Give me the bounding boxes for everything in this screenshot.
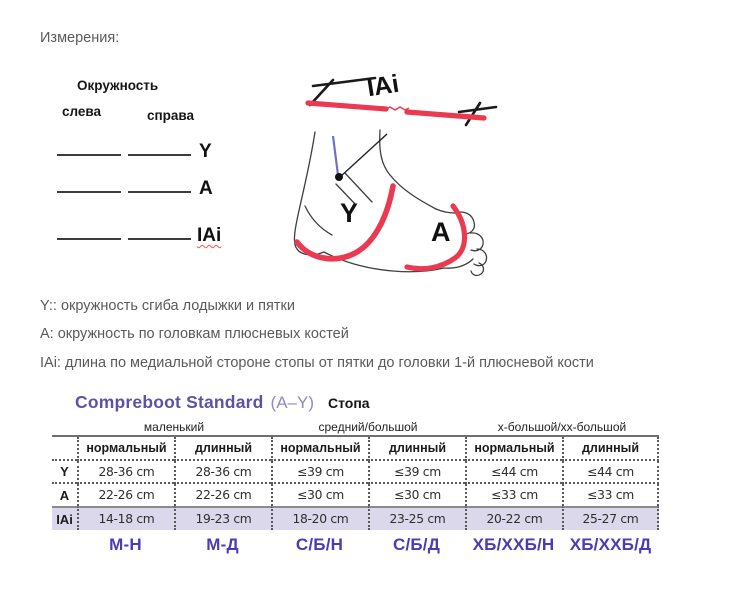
definition-iai: IAi: длина по медиальной стороне стопы о… — [40, 355, 594, 371]
ankle-pointer-line — [339, 133, 388, 178]
table-cell: 28-36 cm — [174, 461, 271, 484]
table-label-col — [52, 437, 77, 461]
ruler-label-iai: IAi — [365, 70, 401, 103]
product-name: Compreboot Standard — [75, 392, 264, 412]
row-label-y: Y — [52, 461, 77, 484]
blank-field — [128, 191, 191, 193]
table-cell: ≤33 cm — [562, 484, 659, 506]
group-header-medium-large: средний/большой — [271, 419, 465, 437]
definition-y: Y:: окружность сгиба лодыжки и пятки — [40, 298, 295, 314]
body-part-label: Стопа — [328, 395, 370, 411]
blank-field — [57, 154, 121, 156]
diagram-label-y: Y — [340, 198, 358, 228]
table-corner — [52, 419, 77, 437]
form-row-label-iai: IAi — [197, 225, 222, 246]
iai-ruler-line — [305, 100, 487, 121]
ankle-point-dot — [335, 173, 343, 181]
row-label-a: A — [59, 487, 70, 503]
foot-measurement-diagram: IAi Y A — [293, 70, 498, 277]
product-range: (A–Y) — [270, 393, 314, 412]
size-code: ХБ/ХХБ/Н — [472, 535, 555, 554]
table-cell: 19-23 cm — [174, 506, 271, 530]
table-cell: 28-36 cm — [77, 461, 174, 484]
table-cell: ≤39 cm — [271, 461, 368, 484]
blank-field — [128, 238, 191, 240]
size-code: М-Д — [206, 535, 239, 554]
blank-field — [57, 238, 121, 240]
size-table: маленький средний/большой х-большой/хх-б… — [52, 419, 659, 530]
y-measure-band — [294, 183, 396, 262]
page-title: Измерения: — [40, 30, 120, 46]
size-codes-row: М-Н М-Д С/Б/Н С/Б/Д ХБ/ХХБ/Н ХБ/ХХБ/Д — [77, 535, 659, 555]
form-col-left: слева — [62, 104, 102, 119]
diagram-label-a: A — [431, 217, 451, 247]
ruler-end-marks — [308, 76, 498, 127]
table-cell: ≤30 cm — [368, 484, 465, 506]
group-header-small: маленький — [77, 419, 271, 437]
size-code: С/Б/Н — [295, 535, 344, 554]
form-col-right: справа — [147, 108, 195, 123]
table-cell: 18-20 cm — [271, 506, 368, 530]
blank-field — [57, 191, 121, 193]
subheader: нормальный — [77, 437, 174, 461]
blank-field — [128, 154, 191, 156]
a-measure-band — [404, 203, 468, 272]
size-code: ХБ/ХХБ/Д — [569, 535, 652, 554]
subheader: нормальный — [465, 437, 562, 461]
form-row-label-y: Y — [199, 141, 212, 162]
subheader: нормальный — [271, 437, 368, 461]
table-cell: 23-25 cm — [368, 506, 465, 530]
subheader: длинный — [368, 437, 465, 461]
group-header-xlarge: х-большой/хх-большой — [465, 419, 659, 437]
table-cell: 25-27 cm — [562, 506, 659, 530]
size-table-title: Compreboot Standard (A–Y) Стопа — [75, 392, 370, 413]
size-code: М-Н — [109, 535, 142, 554]
size-code: С/Б/Д — [392, 535, 441, 554]
table-cell: 14-18 cm — [77, 506, 174, 530]
table-cell: ≤33 cm — [465, 484, 562, 506]
subheader: длинный — [174, 437, 271, 461]
foot-outline — [293, 129, 488, 277]
row-label-iai: IAi — [52, 506, 77, 530]
table-cell: ≤44 cm — [465, 461, 562, 484]
table-cell: ≤44 cm — [562, 461, 659, 484]
table-cell: 22-26 cm — [77, 484, 174, 506]
subheader: длинный — [562, 437, 659, 461]
form-row-label-a: A — [199, 178, 213, 199]
ankle-pointer-blue-line — [331, 135, 340, 176]
form-heading-circumference: Окружность — [77, 78, 159, 93]
table-cell: 22-26 cm — [174, 484, 271, 506]
table-cell: ≤39 cm — [368, 461, 465, 484]
definition-a: А: окружность по головкам плюсневых кост… — [40, 326, 349, 342]
table-cell: ≤30 cm — [271, 484, 368, 506]
table-cell: 20-22 cm — [465, 506, 562, 530]
